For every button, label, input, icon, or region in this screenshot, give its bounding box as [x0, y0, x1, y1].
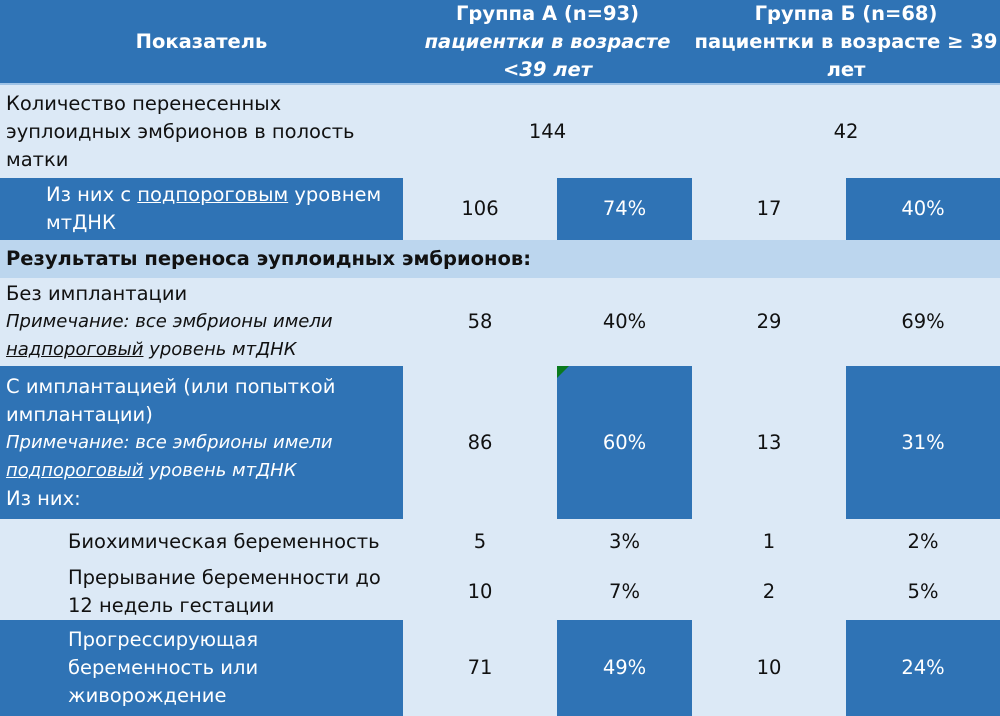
- group-b-percent: 69%: [901, 310, 945, 333]
- group-a-count: 71: [403, 620, 557, 716]
- group-a-subtitle-line2: <39 лет: [502, 58, 593, 81]
- group-b-percent: 24%: [846, 620, 1000, 716]
- note-underlined-term: надпороговый: [6, 339, 144, 360]
- label-line: Прерывание беременности до: [68, 566, 381, 589]
- label-line: эуплоидных эмбрионов в полость: [6, 119, 355, 143]
- label-line: Количество перенесенных: [6, 91, 282, 115]
- label-no-implantation: Без имплантации Примечание: все эмбрионы…: [0, 278, 403, 366]
- group-b-subtitle-line1: пациентки в возрасте ≥ 39: [694, 30, 998, 53]
- group-a-transferred-count: 144: [528, 119, 567, 143]
- group-a-percent: 60%: [602, 430, 647, 454]
- table-row-with-implantation: С имплантацией (или попыткой имплантации…: [0, 366, 1000, 519]
- label-line: живорождение: [68, 684, 227, 707]
- label-underlined-term: подпороговым: [137, 183, 289, 206]
- label-line: Прогрессирующая: [68, 628, 259, 651]
- label-with-implantation: С имплантацией (или попыткой имплантации…: [0, 366, 403, 519]
- label-biochemical: Биохимическая беременность: [68, 529, 380, 553]
- group-a-count: 106: [403, 178, 557, 240]
- group-a-percent: 74%: [557, 178, 692, 240]
- section-title: Результаты переноса эуплоидных эмбрионов…: [6, 247, 532, 270]
- header-group-a: Группа А (n=93) пациентки в возрасте <39…: [403, 0, 692, 84]
- note-line: Примечание: все эмбрионы имели: [6, 311, 333, 332]
- table-row-biochemical: Биохимическая беременность 5 3% 1 2%: [0, 519, 1000, 564]
- group-a-count: 86: [403, 366, 557, 519]
- group-b-count: 10: [692, 620, 846, 716]
- label-line: Из них:: [6, 486, 81, 510]
- label-termination: Прерывание беременности до 12 недель гес…: [0, 564, 403, 620]
- label-progressing: Прогрессирующая беременность или живорож…: [0, 620, 403, 716]
- note-line: Примечание: все эмбрионы имели: [6, 431, 333, 453]
- group-a-count: 10: [467, 580, 493, 603]
- group-b-subtitle-line2: лет: [826, 58, 866, 81]
- label-line: 12 недель гестации: [68, 594, 275, 617]
- label-subthreshold: Из них с подпороговым уровнем мтДНК: [0, 178, 403, 240]
- group-a-percent: 7%: [609, 580, 640, 603]
- group-b-transferred-count: 42: [833, 119, 859, 143]
- table-row-progressing: Прогрессирующая беременность или живорож…: [0, 620, 1000, 716]
- group-b-title: Группа Б (n=68): [754, 2, 938, 25]
- header-divider: [0, 83, 1000, 85]
- table-row-termination: Прерывание беременности до 12 недель гес…: [0, 564, 1000, 620]
- label-line: матки: [6, 147, 69, 171]
- table-row-no-implantation: Без имплантации Примечание: все эмбрионы…: [0, 278, 1000, 366]
- group-a-count: 5: [473, 529, 487, 553]
- comment-indicator-icon[interactable]: [557, 366, 569, 378]
- group-b-count: 2: [762, 580, 776, 603]
- section-heading-results: Результаты переноса эуплоидных эмбрионов…: [0, 240, 1000, 278]
- label-line: беременность или: [68, 656, 259, 679]
- group-a-title: Группа А (n=93): [455, 2, 640, 25]
- label-line: С имплантацией (или попыткой: [6, 374, 336, 398]
- note-text: уровень мтДНК: [143, 339, 297, 360]
- table-row-transferred: Количество перенесенных эуплоидных эмбри…: [0, 85, 1000, 178]
- group-a-count: 58: [467, 310, 493, 333]
- group-b-count: 17: [692, 178, 846, 240]
- label-text: уровнем: [288, 183, 382, 206]
- group-b-count: 13: [692, 366, 846, 519]
- group-b-percent: 5%: [907, 580, 939, 603]
- label-transferred: Количество перенесенных эуплоидных эмбри…: [0, 85, 403, 178]
- group-b-percent: 31%: [846, 366, 1000, 519]
- label-line: имплантации): [6, 402, 153, 426]
- group-a-percent: 3%: [609, 529, 640, 553]
- group-b-count: 1: [762, 529, 776, 553]
- label-line: мтДНК: [46, 211, 116, 234]
- group-a-subtitle-line1: пациентки в возрасте: [424, 30, 671, 53]
- label-line: Без имплантации: [6, 282, 188, 305]
- note-text: уровень мтДНК: [143, 459, 297, 481]
- group-a-percent: 40%: [602, 310, 647, 333]
- group-a-percent: 49%: [557, 620, 692, 716]
- table-header: Показатель Группа А (n=93) пациентки в в…: [0, 0, 1000, 84]
- note-underlined-term: подпороговый: [6, 459, 144, 481]
- group-b-percent: 40%: [846, 178, 1000, 240]
- table-row-subthreshold: Из них с подпороговым уровнем мтДНК 106 …: [0, 178, 1000, 240]
- header-group-b: Группа Б (n=68) пациентки в возрасте ≥ 3…: [692, 0, 1000, 84]
- label-text: Из них с: [46, 183, 138, 206]
- group-b-percent: 2%: [907, 529, 939, 553]
- group-b-count: 29: [756, 310, 782, 333]
- header-indicator: Показатель: [135, 30, 268, 53]
- group-a-percent-cell[interactable]: 60%: [557, 366, 692, 519]
